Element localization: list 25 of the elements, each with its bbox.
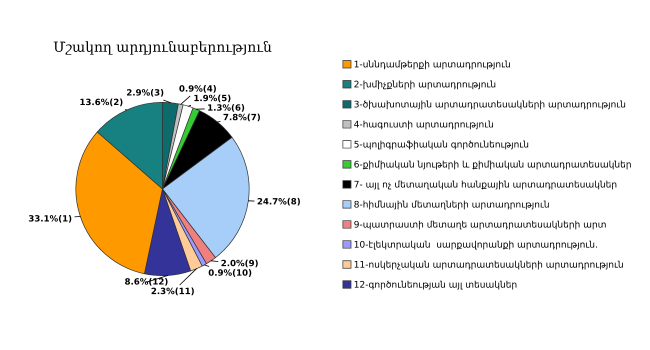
data-label: 13.6%(2) bbox=[80, 98, 122, 106]
data-label: 2.0%(9) bbox=[221, 260, 258, 268]
chart-title: Մշակող արդյունաբերություն bbox=[54, 41, 272, 55]
legend-label: 10-էլեկտրական սարքավորանքի արտադրություն. bbox=[354, 240, 597, 250]
legend-label: 2-խմիչքների արտադրություն bbox=[354, 80, 496, 90]
data-label: 7.8%(7) bbox=[224, 114, 260, 122]
legend-label: 9-պատրաստի մետաղե արտադրատեսակների արտ bbox=[354, 220, 606, 230]
data-label: 2.9%(3) bbox=[126, 88, 164, 97]
data-label: 24.7%(8) bbox=[258, 198, 300, 206]
data-label: 0.9%(10) bbox=[208, 269, 252, 277]
data-label: 0.9%(4) bbox=[179, 85, 216, 93]
legend-label: 6-քիմիական նյութերի և քիմիական արտադրատեսակներ bbox=[354, 160, 631, 170]
legend-label: 8-հիմնային մետաղների արտադրություն bbox=[354, 200, 549, 210]
legend-label: 1-սննդամթերքի արտադրություն bbox=[354, 60, 510, 70]
data-label: 2.3%(11) bbox=[152, 288, 194, 296]
legend-label: 5-պոլիգրաֆիական գործունեություն bbox=[354, 140, 528, 150]
legend-label: 11-ոսկերչական արտադրատեսակների արտադրություն bbox=[354, 260, 623, 270]
data-label: 1.9%(5) bbox=[194, 94, 230, 102]
data-label: 33.1%(1) bbox=[28, 214, 72, 223]
legend-label: 3-ծխախոտային արտադրատեսակների արտադրություն bbox=[354, 100, 626, 110]
legend-label: 4-հագուստի արտադրություն bbox=[354, 120, 494, 130]
data-label: 8.6%(12) bbox=[125, 278, 168, 286]
legend-label: 12-գործունեության այլ տեսակներ bbox=[354, 280, 516, 290]
data-label: 1.3%(6) bbox=[208, 104, 244, 112]
legend-label: 7- այլ ոչ մետաղական հանքային արտադրատեսակներ bbox=[354, 180, 616, 190]
